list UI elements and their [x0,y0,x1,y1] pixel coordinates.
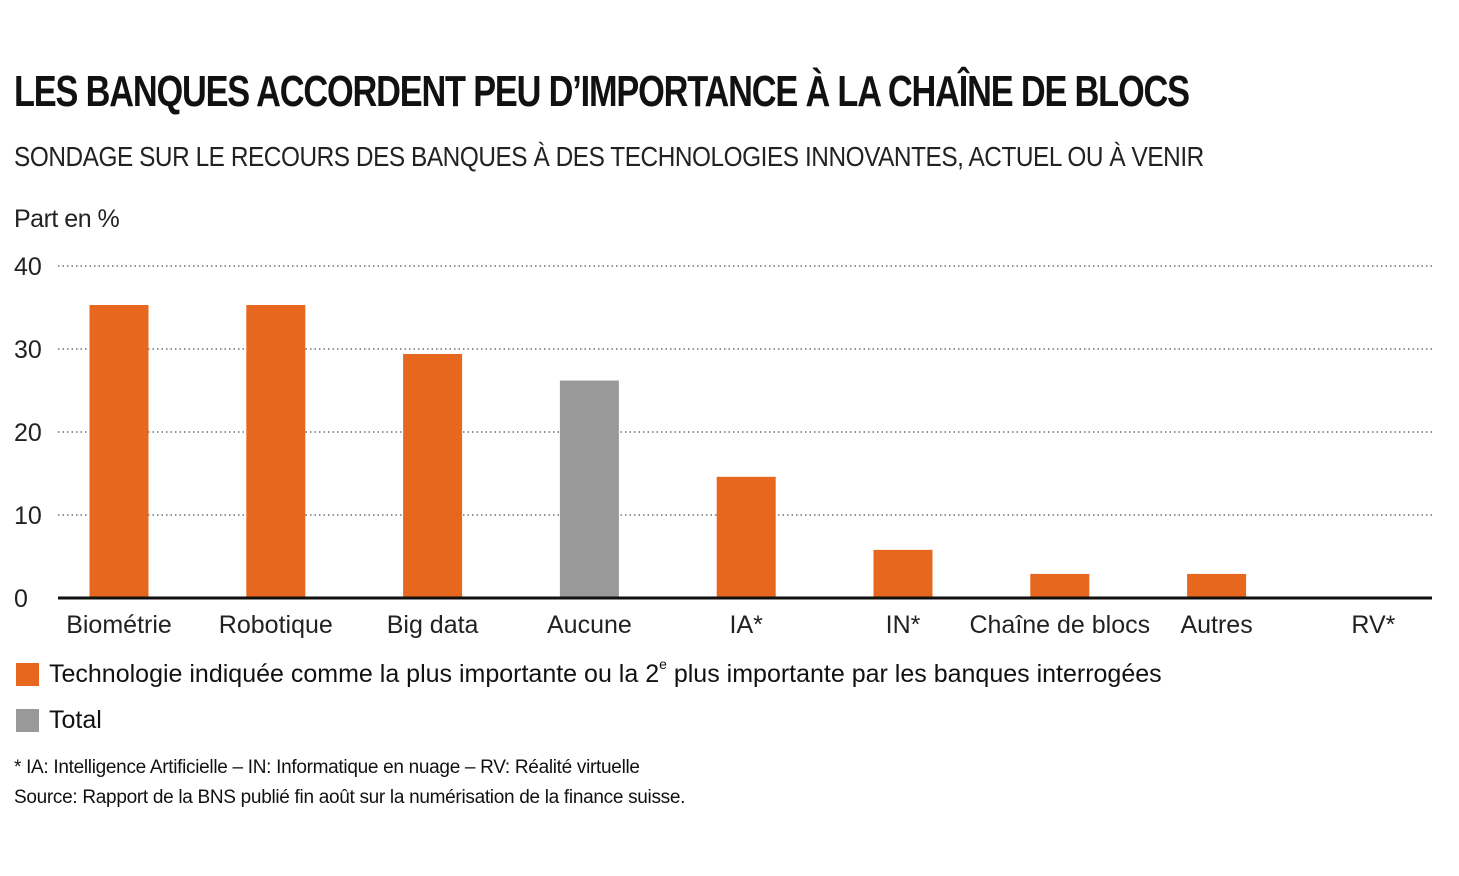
x-tick-label-4: IA* [730,611,764,639]
x-tick-label-3: Aucune [547,611,632,639]
bar-7 [1187,573,1247,598]
legend-label-total: Total [49,706,102,734]
legend-item-technologie: Technologie indiquée comme la plus impor… [16,656,1162,689]
chart-subtitle: SONDAGE SUR LE RECOURS DES BANQUES À DES… [14,141,1204,172]
bar-5 [873,549,933,598]
y-tick-label-0: 0 [14,585,28,613]
y-tick-label-10: 10 [14,502,42,530]
legend-item-total: Total [16,706,102,735]
bar-1 [246,305,306,598]
legend-label-technologie: Technologie indiquée comme la plus impor… [49,656,1162,688]
x-tick-label-6: Chaîne de blocs [969,611,1150,639]
x-tick-label-2: Big data [387,611,479,639]
legend-swatch-grey [16,709,39,732]
bar-0 [89,305,149,598]
x-tick-label-5: IN* [886,611,921,639]
x-tick-label-0: Biométrie [66,611,172,639]
x-tick-label-8: RV* [1351,611,1395,639]
bar-4 [716,476,776,598]
bar-2 [403,353,463,598]
footnote-abbreviations: * IA: Intelligence Artificielle – IN: In… [14,757,640,778]
bar-chart: 0 10 20 30 40 Biométrie Robotique Big data Aucun… [14,253,1432,639]
x-tick-label-1: Robotique [219,611,333,639]
bar-3 [559,380,619,598]
y-axis-label: Part en % [14,205,120,233]
y-tick-label-30: 30 [14,336,42,364]
y-tick-label-40: 40 [14,253,42,281]
x-tick-label-7: Autres [1180,611,1252,639]
legend-swatch-orange [16,663,39,686]
footnote-source: Source: Rapport de la BNS publié fin aoû… [14,787,686,808]
chart-title: LES BANQUES ACCORDENT PEU D’IMPORTANCE À… [14,67,1190,116]
bar-6 [1030,573,1090,598]
y-tick-label-20: 20 [14,419,42,447]
